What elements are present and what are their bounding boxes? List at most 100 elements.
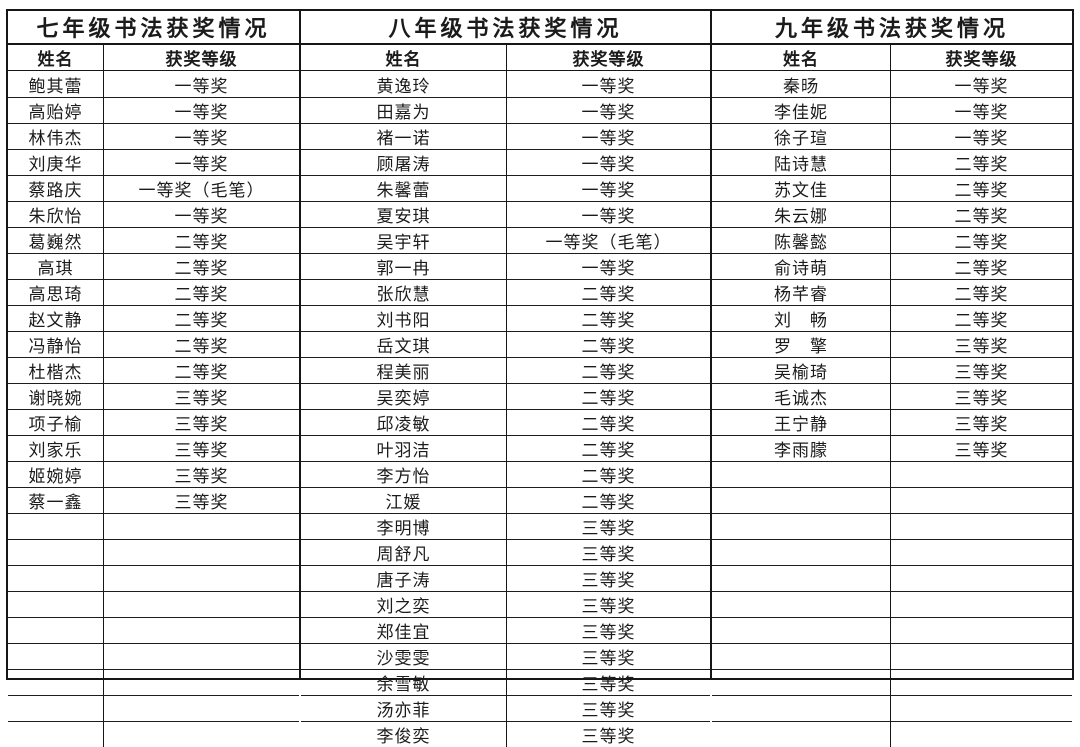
name-cell: 江媛 (301, 488, 507, 513)
name-cell: 项子榆 (8, 410, 104, 435)
name-cell: 郑佳宜 (301, 618, 507, 643)
award-cell: 二等奖 (581, 389, 636, 408)
table-row: 刘之奕 三等奖 (301, 591, 710, 617)
table-row: 杜楷杰 二等奖 (8, 357, 299, 383)
award-cell: 一等奖 (954, 76, 1009, 96)
table-row (8, 617, 299, 643)
name-cell (712, 722, 891, 747)
name-cell: 陈馨懿 (712, 228, 891, 253)
award-cell: 二等奖 (581, 441, 636, 460)
name-cell (712, 670, 891, 695)
name-cell: 林伟杰 (8, 124, 104, 149)
table-row: 田嘉为 一等奖 (301, 97, 710, 123)
table-row: 张欣慧 二等奖 (301, 279, 710, 305)
name-cell: 李明博 (301, 514, 507, 539)
award-cell: 二等奖 (174, 363, 229, 382)
table-row: 褚一诺 一等奖 (301, 123, 710, 149)
award-cell: 一等奖 (581, 207, 636, 226)
award-cell: 三等奖 (581, 571, 636, 590)
award-cell: 一等奖 (581, 155, 636, 174)
award-cell: 一等奖 (581, 181, 636, 200)
table-row (712, 721, 1072, 747)
table-row: 郭一冉 一等奖 (301, 253, 710, 279)
award-cell: 二等奖 (954, 155, 1009, 174)
award-cell: 二等奖 (174, 259, 229, 278)
award-cell: 一等奖 (174, 155, 229, 174)
name-cell (8, 514, 104, 539)
table-row: 夏安琪 一等奖 (301, 201, 710, 227)
award-cell (104, 670, 299, 695)
name-cell: 吴宇轩 (301, 228, 507, 253)
name-cell: 夏安琪 (301, 202, 507, 227)
table-row: 杨芊睿 二等奖 (712, 279, 1072, 305)
award-cell (891, 540, 1072, 565)
table-row: 高思琦 二等奖 (8, 279, 299, 305)
award-cell: 三等奖 (954, 363, 1009, 382)
name-cell: 陆诗慧 (712, 150, 891, 175)
award-cell (104, 592, 299, 617)
table-row (712, 539, 1072, 565)
table-row: 刘家乐 三等奖 (8, 435, 299, 461)
table-row: 汤亦菲 三等奖 (301, 695, 710, 721)
name-cell (8, 670, 104, 695)
award-cell: 三等奖 (954, 415, 1009, 434)
name-cell: 周舒凡 (301, 540, 507, 565)
table-row (712, 669, 1072, 695)
name-column-header: 姓名 (712, 45, 891, 70)
name-cell: 李佳妮 (712, 98, 891, 123)
table-row: 罗 擎 三等奖 (712, 331, 1072, 357)
table-row: 朱欣怡 一等奖 (8, 201, 299, 227)
name-cell: 郭一冉 (301, 254, 507, 279)
table-row (8, 539, 299, 565)
award-cell: 一等奖 (954, 103, 1009, 122)
name-cell (712, 592, 891, 617)
table-row: 程美丽 二等奖 (301, 357, 710, 383)
name-cell: 鲍其蕾 (8, 71, 104, 97)
award-cell: 三等奖 (954, 441, 1009, 460)
name-cell: 邱凌敏 (301, 410, 507, 435)
section-title: 九年级书法获奖情况 (712, 11, 1072, 45)
section-header: 姓名 获奖等级 (712, 45, 1072, 71)
award-cell: 三等奖 (581, 519, 636, 538)
award-cell (891, 514, 1072, 539)
table-row (712, 565, 1072, 591)
name-cell: 沙雯雯 (301, 644, 507, 669)
table-row (712, 591, 1072, 617)
table-row (712, 513, 1072, 539)
name-cell: 高贻婷 (8, 98, 104, 123)
table-row: 叶羽洁 二等奖 (301, 435, 710, 461)
name-cell: 冯静怡 (8, 332, 104, 357)
table-row (8, 695, 299, 721)
name-column-header: 姓名 (301, 45, 507, 70)
table-row: 唐子涛 三等奖 (301, 565, 710, 591)
table-row: 顾屠涛 一等奖 (301, 149, 710, 175)
calligraphy-award-table: 七年级书法获奖情况 姓名 获奖等级 鲍其蕾 一等奖 高贻婷 一等奖 林伟杰 一等… (6, 9, 1074, 747)
name-cell: 刘 畅 (712, 306, 891, 331)
name-cell: 蔡一鑫 (8, 488, 104, 513)
table-row (712, 461, 1072, 487)
award-column-header: 获奖等级 (945, 50, 1018, 69)
table-row (712, 643, 1072, 669)
award-cell: 三等奖 (581, 545, 636, 564)
award-cell (104, 722, 299, 747)
name-cell: 刘庚华 (8, 150, 104, 175)
award-cell (891, 462, 1072, 487)
name-cell: 顾屠涛 (301, 150, 507, 175)
name-cell: 刘书阳 (301, 306, 507, 331)
award-cell: 一等奖 (174, 103, 229, 122)
table-row: 蔡路庆 一等奖（毛笔） (8, 175, 299, 201)
name-cell: 刘家乐 (8, 436, 104, 461)
name-cell (8, 592, 104, 617)
name-cell: 赵文静 (8, 306, 104, 331)
name-cell: 刘之奕 (301, 592, 507, 617)
table-rows: 鲍其蕾 一等奖 高贻婷 一等奖 林伟杰 一等奖 刘庚华 一等奖 蔡路庆 一等奖（… (8, 71, 299, 747)
award-cell: 三等奖 (581, 727, 636, 746)
name-cell: 李雨朦 (712, 436, 891, 461)
award-cell: 二等奖 (581, 467, 636, 486)
award-cell: 一等奖 (581, 259, 636, 278)
table-row: 陆诗慧 二等奖 (712, 149, 1072, 175)
name-cell: 吴奕婷 (301, 384, 507, 409)
award-cell: 二等奖 (174, 285, 229, 304)
table-row (712, 695, 1072, 721)
name-cell: 张欣慧 (301, 280, 507, 305)
